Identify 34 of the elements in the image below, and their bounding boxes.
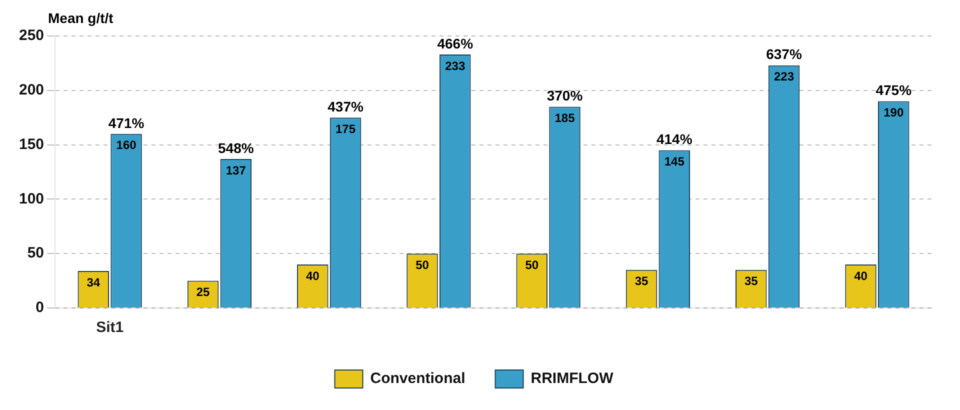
- y-tick-label: 50: [27, 244, 44, 262]
- data-label: 185: [554, 111, 576, 126]
- data-label: 25: [196, 285, 210, 300]
- data-label: 40: [854, 268, 868, 283]
- y-tick-label: 0: [36, 299, 44, 316]
- data-label: 233: [445, 58, 466, 73]
- y-tick-label: 200: [18, 82, 44, 99]
- data-label: 50: [525, 258, 539, 272]
- data-label: 50: [416, 258, 430, 272]
- data-label: 175: [336, 122, 356, 136]
- annotation: 437%: [328, 98, 364, 114]
- data-label: 34: [86, 275, 100, 290]
- data-label: 35: [634, 274, 648, 288]
- y-tick-label: 250: [18, 27, 44, 44]
- data-label: 160: [116, 138, 137, 152]
- y-tick-label: 150: [18, 136, 44, 153]
- data-label: 190: [884, 106, 904, 120]
- annotation: 466%: [437, 35, 474, 52]
- legend-label: Conventional: [370, 370, 466, 388]
- legend-label: RRIMFLOW: [530, 370, 614, 388]
- annotation: 414%: [656, 131, 693, 148]
- y-tick-label: 100: [18, 190, 44, 208]
- y-axis-title: Mean g/t/t: [48, 10, 114, 26]
- annotation: 370%: [546, 88, 584, 104]
- data-label: 40: [306, 268, 320, 283]
- data-label: 35: [744, 274, 758, 288]
- annotation: 475%: [876, 82, 912, 98]
- data-label: 223: [774, 70, 794, 84]
- x-tick-label: Sit1: [96, 319, 124, 336]
- annotation: 548%: [218, 140, 254, 156]
- annotation: 471%: [108, 114, 145, 131]
- data-label: 145: [664, 154, 685, 169]
- annotation: 637%: [766, 46, 802, 62]
- data-label: 137: [226, 163, 246, 178]
